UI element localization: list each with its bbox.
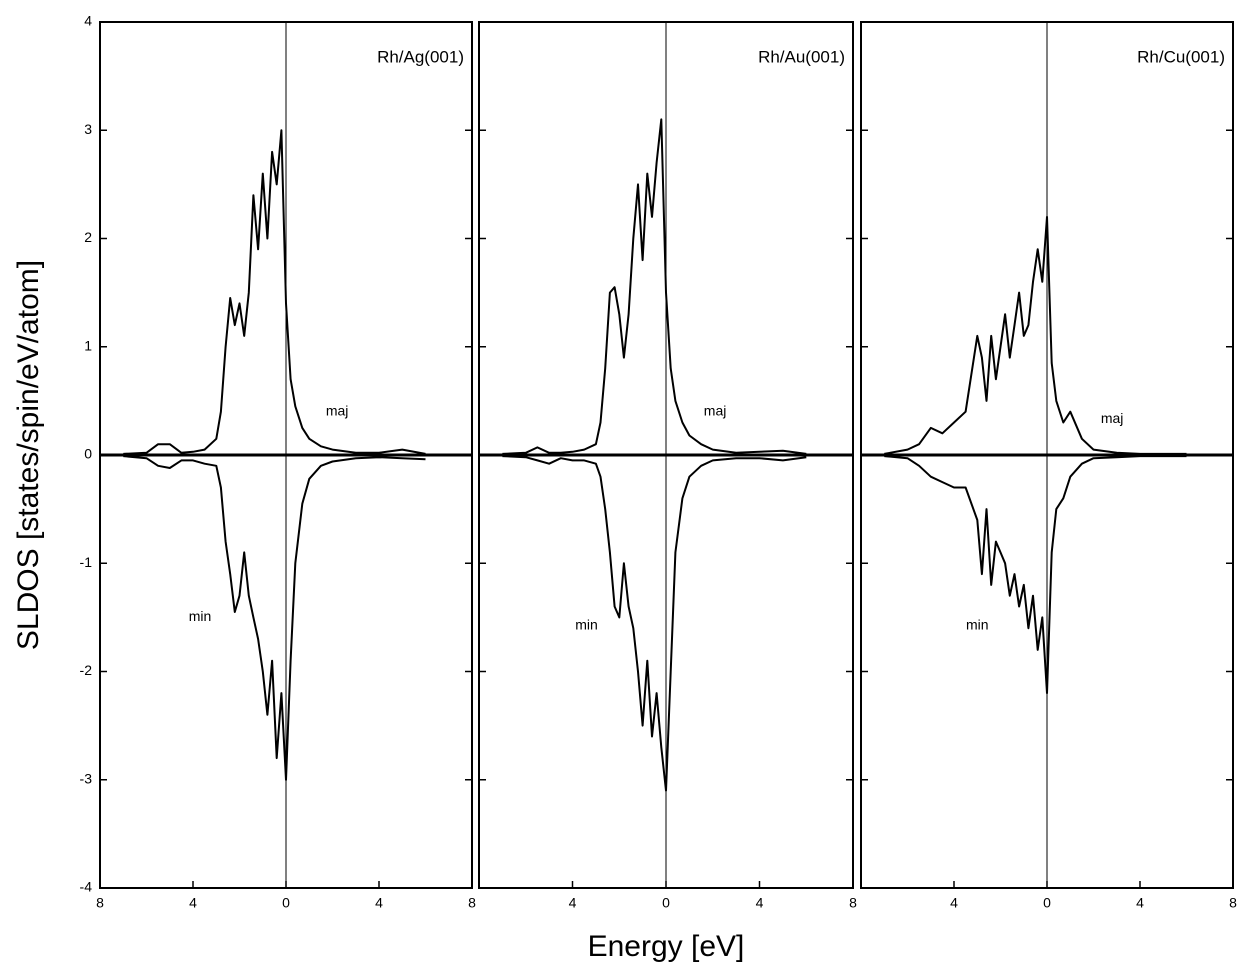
y-tick-label: 3 (84, 121, 92, 137)
annotation: min (575, 617, 598, 633)
x-tick-label: 8 (96, 895, 104, 911)
panel-title: Rh/Au(001) (758, 47, 845, 66)
x-tick-label: 0 (1043, 895, 1051, 911)
annotation: maj (704, 402, 727, 418)
y-tick-label: -3 (80, 770, 93, 786)
x-tick-label: 4 (189, 895, 197, 911)
y-tick-label: 2 (84, 229, 92, 245)
x-tick-label: 8 (849, 895, 857, 911)
y-tick-label: -4 (80, 879, 93, 895)
x-tick-label: 4 (375, 895, 383, 911)
y-tick-label: -1 (80, 554, 93, 570)
y-tick-label: 4 (84, 13, 92, 29)
x-tick-label: 0 (662, 895, 670, 911)
dos-line (502, 118, 807, 455)
x-tick-label: 4 (569, 895, 577, 911)
x-tick-label: 4 (1136, 895, 1144, 911)
y-tick-label: -2 (80, 662, 93, 678)
y-tick-label: 0 (84, 446, 92, 462)
dos-line (502, 455, 807, 792)
annotation: min (966, 617, 989, 633)
panel-title: Rh/Cu(001) (1137, 47, 1225, 66)
dos-line (884, 215, 1187, 455)
annotation: min (189, 608, 212, 624)
dos-line (123, 129, 426, 455)
panel-title: Rh/Ag(001) (377, 47, 464, 66)
annotation: maj (326, 402, 349, 418)
x-tick-label: 4 (950, 895, 958, 911)
x-tick-label: 0 (282, 895, 290, 911)
x-tick-label: 8 (1229, 895, 1237, 911)
y-axis-label: SLDOS [states/spin/eV/atom] (12, 260, 45, 650)
annotation: maj (1101, 410, 1124, 426)
dos-line (123, 455, 426, 781)
x-tick-label: 8 (468, 895, 476, 911)
x-axis-label: Energy [eV] (588, 930, 745, 963)
x-tick-label: 4 (756, 895, 764, 911)
y-tick-label: 1 (84, 337, 92, 353)
dos-line (884, 455, 1187, 695)
